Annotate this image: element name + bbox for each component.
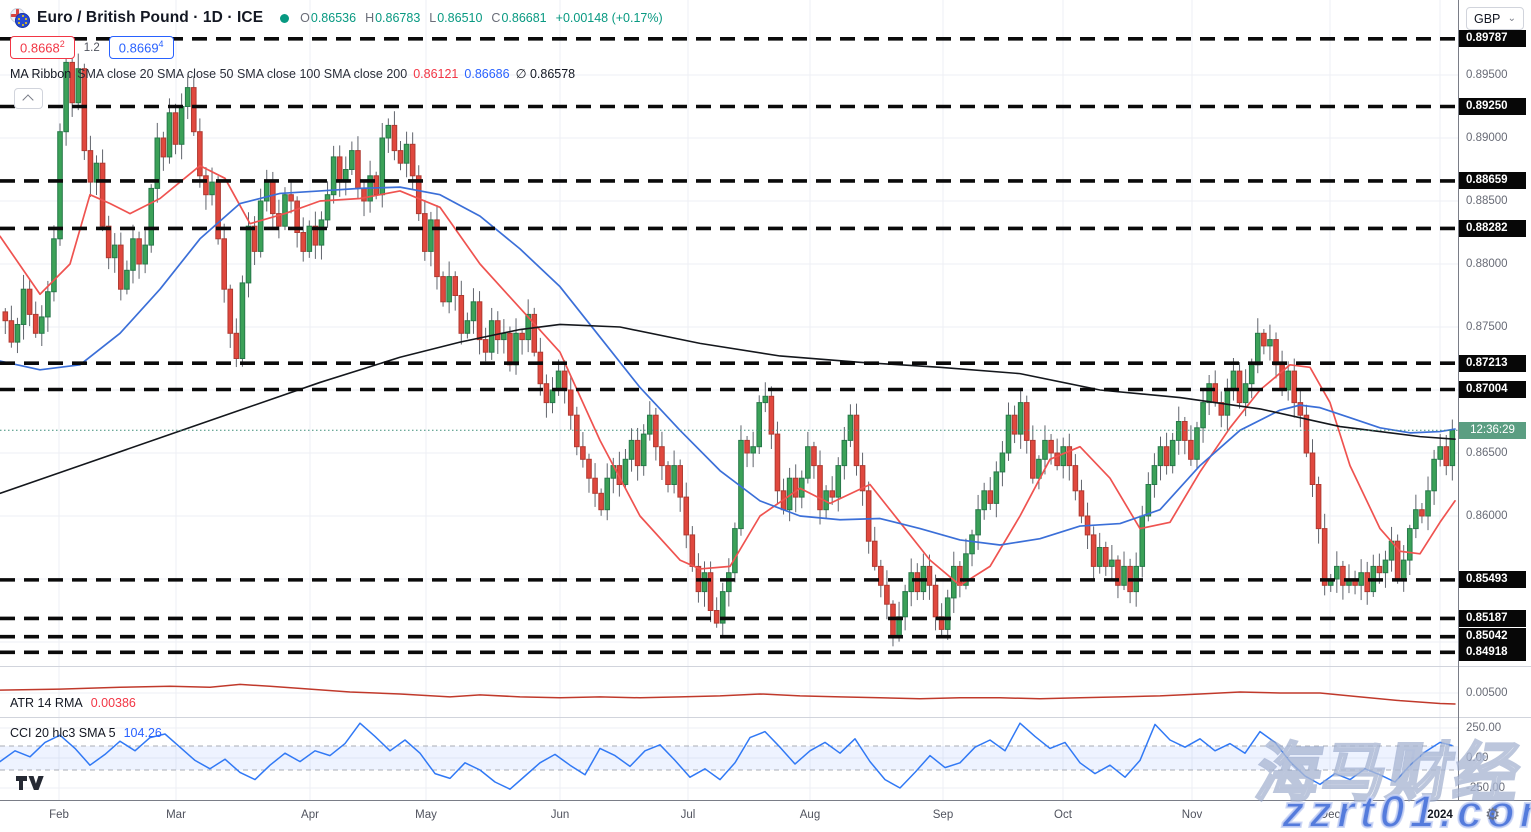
cci-axis-tick: 0.00 bbox=[1466, 752, 1489, 764]
cci-axis-tick: -250.00 bbox=[1466, 782, 1506, 794]
atr-legend[interactable]: ATR 14 RMA 0.00386 bbox=[10, 696, 136, 710]
price-level-label: 0.85493 bbox=[1459, 571, 1526, 589]
indicator-title: MA Ribbon bbox=[10, 66, 72, 81]
chevron-down-icon: ⌄ bbox=[1507, 13, 1516, 24]
chevron-up-icon bbox=[22, 94, 34, 106]
time-axis-year-label: 2024 bbox=[1427, 809, 1453, 821]
price-axis-tick: 0.89500 bbox=[1466, 69, 1508, 81]
change-value: +0.00148 (+0.17%) bbox=[555, 11, 663, 25]
watermark-site: zzrt01.com bbox=[1281, 785, 1531, 832]
price-axis-tick: 0.88000 bbox=[1466, 258, 1508, 270]
ma-ribbon-legend[interactable]: MA Ribbon SMA close 20 SMA close 50 SMA … bbox=[10, 66, 576, 82]
time-axis[interactable]: Feb Mar Apr May Jun Jul Aug Sep Oct Nov Dec 2024 bbox=[0, 801, 1531, 832]
eurgbp-pair-icon bbox=[10, 8, 30, 28]
time-axis-month-label: Oct bbox=[1054, 809, 1072, 821]
price-level-label: 0.89250 bbox=[1459, 98, 1526, 115]
price-level-label: 0.88282 bbox=[1459, 219, 1526, 237]
price-axis-tick: 0.88500 bbox=[1466, 195, 1508, 207]
time-axis-month-label: Mar bbox=[166, 809, 186, 821]
time-axis-month-label: May bbox=[415, 809, 437, 821]
atr-title: ATR 14 RMA bbox=[10, 696, 83, 710]
bid-ask-row: 0.86682 1.2 0.86694 bbox=[10, 36, 174, 60]
cci-axis-tick: 250.00 bbox=[1466, 722, 1502, 734]
sell-button[interactable]: 0.86682 bbox=[10, 36, 75, 60]
tradingview-logo-icon[interactable] bbox=[15, 775, 45, 791]
ribbon-average-value: ∅ 0.86578 bbox=[515, 67, 576, 81]
price-level-label: 0.88659 bbox=[1459, 172, 1526, 190]
legend-collapse-button[interactable] bbox=[14, 88, 43, 109]
price-level-label: 0.87004 bbox=[1459, 380, 1526, 398]
cci-value: 104.26 bbox=[123, 726, 162, 740]
ohlc-values: O0.86536 H0.86783 L0.86510 C0.86681 +0.0… bbox=[300, 11, 663, 25]
symbol-header: Euro / British Pound · 1D · ICE O0.86536… bbox=[10, 8, 663, 28]
price-axis-tick: 0.86000 bbox=[1466, 510, 1508, 522]
cci-legend[interactable]: CCI 20 hlc3 SMA 5 104.26 bbox=[10, 726, 162, 740]
atr-axis-tick: 0.00500 bbox=[1466, 687, 1508, 699]
price-level-label: 0.85187 bbox=[1459, 609, 1526, 627]
indicator-params: SMA close 20 SMA close 50 SMA close 100 … bbox=[77, 66, 408, 81]
time-axis-month-label: Sep bbox=[932, 809, 954, 821]
time-axis-month-label: Jul bbox=[680, 809, 696, 821]
pane-settings-gear-icon[interactable]: ⚙ bbox=[1485, 805, 1501, 824]
time-axis-month-label: Nov bbox=[1181, 809, 1203, 821]
sma50-value: 0.86686 bbox=[464, 66, 510, 81]
time-axis-month-label: Dec bbox=[1319, 809, 1341, 821]
price-level-label: 0.84918 bbox=[1459, 643, 1526, 661]
cci-title: CCI 20 hlc3 SMA 5 bbox=[10, 726, 116, 740]
buy-button[interactable]: 0.86694 bbox=[108, 36, 174, 60]
time-axis-month-label: Feb bbox=[49, 809, 69, 821]
time-axis-month-label: Jun bbox=[550, 809, 570, 821]
time-axis-month-label: Apr bbox=[301, 809, 319, 821]
bar-countdown-label: 12:36:29 bbox=[1459, 421, 1526, 439]
time-axis-month-label: Aug bbox=[799, 809, 821, 821]
price-level-label: 0.85042 bbox=[1459, 628, 1526, 646]
sma20-value: 0.86121 bbox=[413, 66, 459, 81]
price-axis-tick: 0.89000 bbox=[1466, 132, 1508, 144]
price-axis-tick: 0.86500 bbox=[1466, 447, 1508, 459]
price-axis-tick: 0.87500 bbox=[1466, 321, 1508, 333]
price-level-label: 0.87213 bbox=[1459, 354, 1526, 372]
spread-value: 1.2 bbox=[83, 41, 100, 54]
currency-scale-dropdown[interactable]: GBP ⌄ bbox=[1466, 7, 1524, 30]
symbol-title[interactable]: Euro / British Pound · 1D · ICE bbox=[37, 9, 264, 26]
market-status-icon bbox=[280, 13, 290, 23]
atr-value: 0.00386 bbox=[90, 696, 136, 710]
price-level-label: 0.89787 bbox=[1459, 30, 1526, 48]
